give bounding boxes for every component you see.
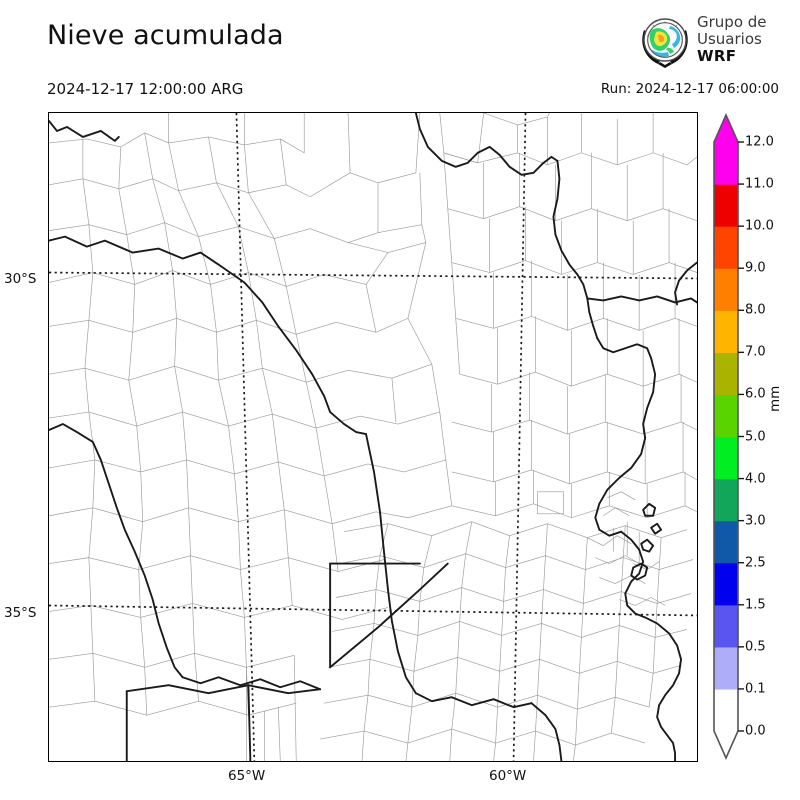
run-time-label: Run: 2024-12-17 06:00:00 xyxy=(600,81,779,97)
map-canvas[interactable] xyxy=(48,112,698,762)
valid-time-label: 2024-12-17 12:00:00 ARG xyxy=(47,80,244,98)
brand-line-1: Grupo de xyxy=(697,13,767,31)
colorbar-tick-label: 8.0 xyxy=(745,302,766,318)
colorbar-segment xyxy=(714,226,738,269)
colorbar-segment xyxy=(714,352,738,396)
colorbar-over-arrow xyxy=(714,115,738,142)
colorbar-segment xyxy=(714,688,738,732)
colorbar-tick-label: 4.0 xyxy=(745,471,766,487)
colorbar-segment xyxy=(714,268,738,311)
colorbar-segment xyxy=(714,142,738,185)
colorbar-gradient xyxy=(713,113,744,760)
province-boundaries xyxy=(49,113,697,761)
colorbar-tick-label: 5.0 xyxy=(745,429,766,444)
colorbar-tick-label: 0.1 xyxy=(745,681,766,697)
graticule-lines xyxy=(49,113,697,761)
page-title: Nieve acumulada xyxy=(47,20,284,51)
colorbar-segment xyxy=(714,394,738,438)
colorbar-tick-label: 3.0 xyxy=(745,513,766,529)
colorbar-segment xyxy=(714,520,738,564)
colorbar-tick-label: 0.0 xyxy=(745,723,766,739)
colorbar-segment xyxy=(714,310,738,353)
colorbar-tick-label: 2.5 xyxy=(745,555,766,571)
colorbar-tick-label: 6.0 xyxy=(745,386,766,402)
brand-logo: Grupo de Usuarios WRF xyxy=(637,14,792,72)
colorbar-segment xyxy=(714,604,738,648)
axis-label-lat-top: 30°S xyxy=(4,271,37,287)
colorbar-segment xyxy=(714,562,738,606)
colorbar-tick-label: 10.0 xyxy=(745,218,774,234)
colorbar-tick-label: 1.5 xyxy=(745,597,766,613)
colorbar-segment xyxy=(714,436,738,480)
colorbar-under-arrow xyxy=(714,731,738,758)
colorbar-unit-label: mm xyxy=(767,385,783,412)
colorbar-tick-label: 0.5 xyxy=(745,639,766,655)
brand-line-2: Usuarios xyxy=(697,30,762,48)
globe-emblem-icon xyxy=(637,14,693,70)
colorbar-segment xyxy=(714,184,738,227)
colorbar-segment xyxy=(714,646,738,690)
colorbar[interactable]: 0.0 0.1 0.5 1.5 2.5 3.0 4.0 5.0 6.0 7.0 8.0 9.0 10.0… xyxy=(709,112,800,764)
colorbar-tick-labels: 0.0 0.1 0.5 1.5 2.5 3.0 4.0 5.0 6.0 7.0 8.0 9.0 10.0… xyxy=(709,112,800,764)
map-vector-layers xyxy=(49,113,697,761)
department-boundaries xyxy=(49,113,697,761)
axis-label-lon-left: 65°W xyxy=(228,768,266,784)
colorbar-tick-label: 9.0 xyxy=(745,260,766,276)
axis-label-lon-right: 60°W xyxy=(489,768,527,784)
brand-line-3: WRF xyxy=(697,47,737,65)
brand-wordmark: Grupo de Usuarios WRF xyxy=(697,14,792,65)
colorbar-tick-label: 11.0 xyxy=(745,176,774,192)
colorbar-segment xyxy=(714,478,738,522)
colorbar-tick-label: 7.0 xyxy=(745,344,766,360)
axis-label-lat-bottom: 35°S xyxy=(4,605,37,621)
colorbar-tick-label: 12.0 xyxy=(745,134,774,150)
